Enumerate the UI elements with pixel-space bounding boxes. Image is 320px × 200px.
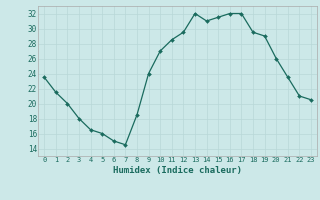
X-axis label: Humidex (Indice chaleur): Humidex (Indice chaleur) [113,166,242,175]
